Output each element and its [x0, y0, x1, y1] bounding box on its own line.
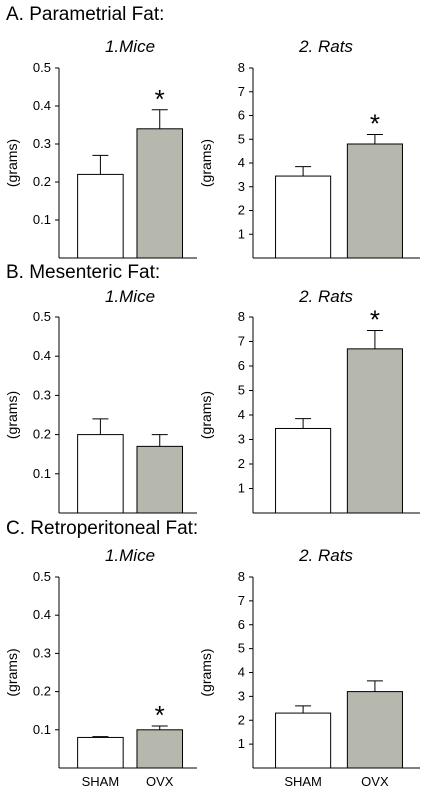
chart2-bar-ovx [346, 143, 403, 259]
chart3-bar-sham [77, 434, 124, 514]
chart3-y-tick-label: 0.4 [33, 348, 51, 363]
chart3-y-tick-label: 0.3 [33, 387, 51, 402]
chart4-bar-sham [275, 427, 332, 514]
chart4-significance-marker: * [370, 304, 380, 334]
chart1-bar-ovx [136, 128, 184, 259]
chart2-y-tick-label: 1 [238, 226, 245, 241]
chart5-y-tick-label: 0.3 [33, 645, 51, 660]
chart3-y-tick-label: 0.2 [33, 427, 51, 442]
chart2-y-tick-label: 5 [238, 131, 245, 146]
chart5-y-axis-label: (grams) [4, 648, 20, 696]
chart4-y-tick-label: 4 [238, 407, 245, 422]
chart5-title: 1.Mice [105, 546, 155, 565]
chart1-title: 1.Mice [105, 37, 155, 56]
chart1-y-tick-label: 0.3 [33, 136, 51, 151]
chart5-bar-sham [77, 736, 124, 769]
chart6-bar-ovx [346, 691, 403, 769]
chart6-title: 2. Rats [298, 546, 353, 565]
chart2-significance-marker: * [370, 109, 380, 139]
chart4-y-tick-label: 1 [238, 481, 245, 496]
chart2-y-axis-label: (grams) [198, 139, 214, 187]
section-title-b: B. Mesenteric Fat: [6, 262, 161, 283]
chart1-bar-sham [77, 173, 124, 259]
chart4-y-axis-label: (grams) [198, 391, 214, 439]
chart6-bar-sham [275, 712, 332, 769]
chart1-y-tick-label: 0.2 [33, 174, 51, 189]
chart3-y-tick-label: 0.5 [33, 309, 51, 324]
chart1-y-axis-label: (grams) [4, 139, 20, 187]
chart6-category-label-ovx: OVX [361, 774, 389, 789]
chart6-y-tick-label: 3 [238, 688, 245, 703]
chart5-y-tick-label: 0.5 [33, 569, 51, 584]
chart4-y-tick-label: 7 [238, 334, 245, 349]
chart2-bar-sham [275, 175, 332, 259]
chart5-significance-marker: * [155, 700, 165, 730]
chart5-y-tick-label: 0.1 [33, 722, 51, 737]
chart4-y-tick-label: 6 [238, 358, 245, 373]
chart3-y-axis-label: (grams) [4, 391, 20, 439]
chart2-y-tick-label: 2 [238, 203, 245, 218]
chart4-title: 2. Rats [298, 287, 353, 306]
chart6-y-axis-label: (grams) [198, 648, 214, 696]
chart6-y-tick-label: 5 [238, 641, 245, 656]
chart5-y-tick-label: 0.4 [33, 607, 51, 622]
chart4-bar-ovx [346, 348, 403, 514]
chart3-title: 1.Mice [105, 287, 155, 306]
chart6-y-tick-label: 6 [238, 617, 245, 632]
chart5-bar-ovx [136, 729, 184, 769]
chart1-y-tick-label: 0.1 [33, 212, 51, 227]
chart4-y-tick-label: 2 [238, 456, 245, 471]
chart2-title: 2. Rats [298, 37, 353, 56]
chart3-y-tick-label: 0.1 [33, 466, 51, 481]
chart2-y-tick-label: 7 [238, 84, 245, 99]
chart5-category-label-ovx: OVX [146, 774, 174, 789]
chart4-y-tick-label: 3 [238, 432, 245, 447]
chart4-y-tick-label: 5 [238, 383, 245, 398]
chart1-y-tick-label: 0.4 [33, 98, 51, 113]
chart1-significance-marker: * [155, 84, 165, 114]
chart6-y-tick-label: 2 [238, 712, 245, 727]
chart4-y-tick-label: 8 [238, 309, 245, 324]
chart5-category-label-sham: SHAM [82, 774, 120, 789]
chart2-y-tick-label: 3 [238, 179, 245, 194]
section-title-a: A. Parametrial Fat: [6, 4, 165, 25]
section-title-c: C. Retroperitoneal Fat: [6, 518, 199, 539]
chart6-y-tick-label: 1 [238, 736, 245, 751]
chart2-y-tick-label: 4 [238, 155, 245, 170]
chart2-y-tick-label: 8 [238, 60, 245, 75]
chart6-y-tick-label: 8 [238, 569, 245, 584]
chart5-y-tick-label: 0.2 [33, 684, 51, 699]
chart1-y-tick-label: 0.5 [33, 60, 51, 75]
chart6-category-label-sham: SHAM [284, 774, 322, 789]
chart6-y-tick-label: 7 [238, 593, 245, 608]
chart3-bar-ovx [136, 445, 184, 514]
chart2-y-tick-label: 6 [238, 108, 245, 123]
chart6-y-tick-label: 4 [238, 665, 245, 680]
